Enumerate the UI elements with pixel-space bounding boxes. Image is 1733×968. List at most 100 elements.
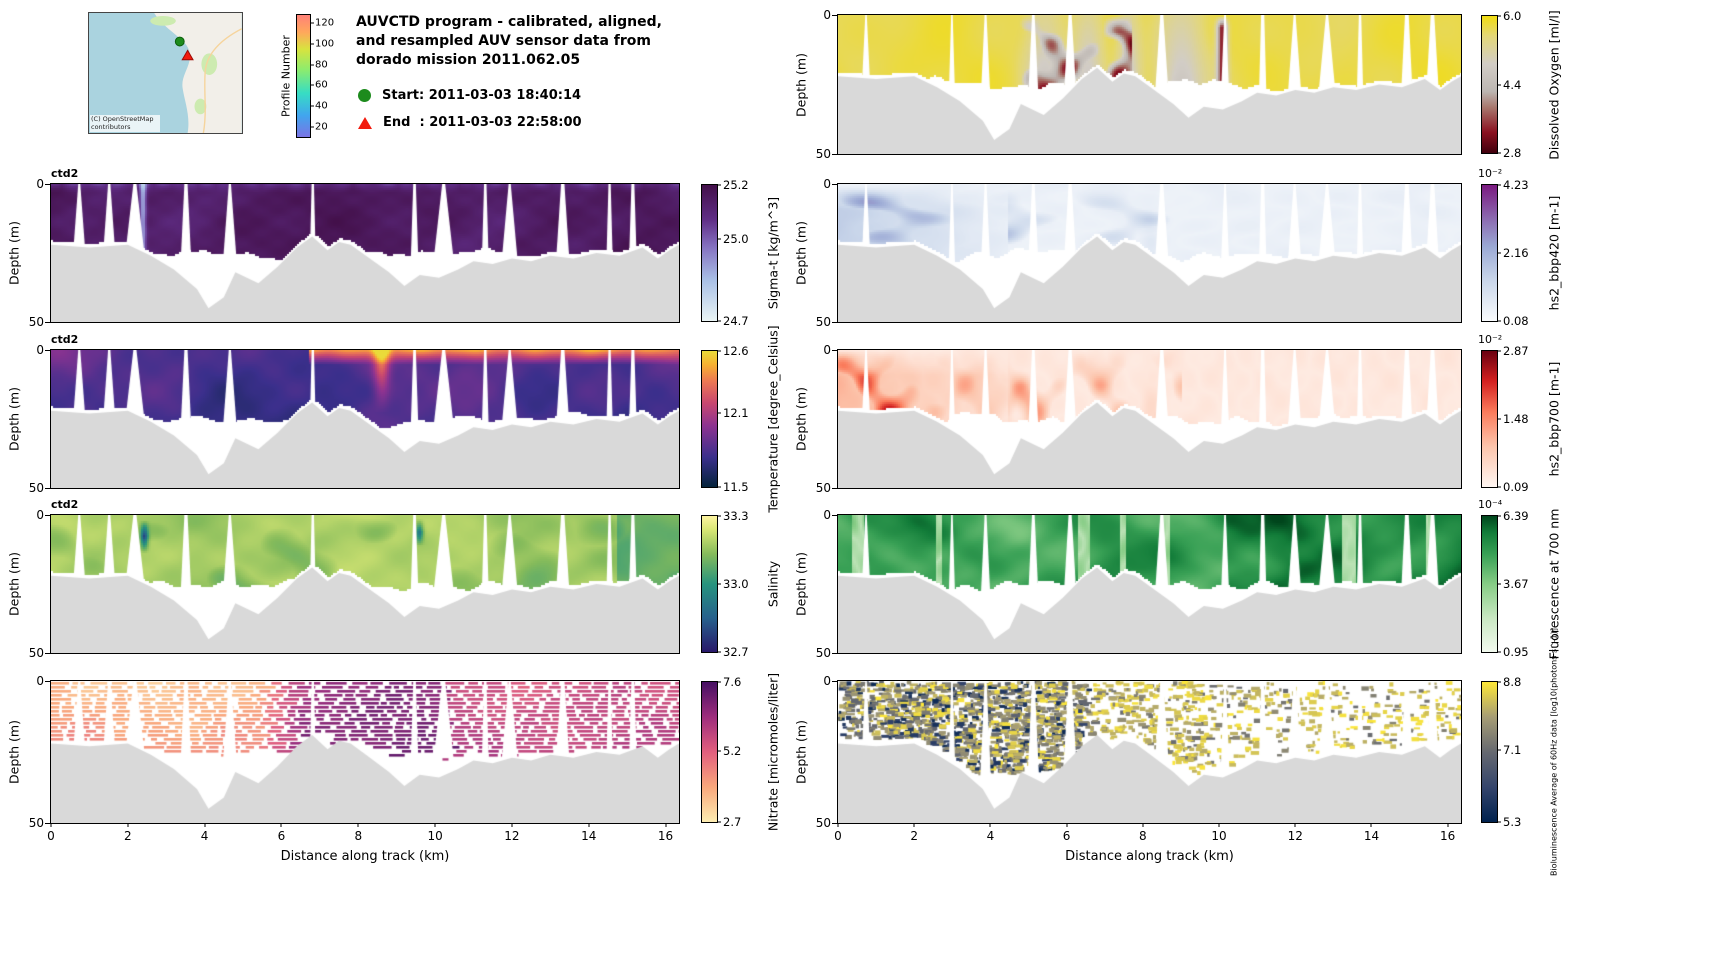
y-tick-mark [832, 154, 837, 155]
start-marker-icon [358, 89, 371, 102]
colorbar-exponent-label: 10⁻² [1478, 333, 1503, 346]
x-tick-label: 14 [581, 829, 597, 843]
map-attribution: (C) OpenStreetMap contributors [90, 115, 160, 132]
colorbar: 32.7 33.0 33.3 [701, 509, 749, 659]
x-tick-mark [665, 823, 667, 827]
colorbar-tick-mark [1497, 184, 1501, 186]
colorbar-tick-label: 5.3 [1503, 815, 1522, 829]
colorbar-tick-label: 4.4 [1503, 77, 1522, 92]
end-label: End : 2011-03-03 22:58:00 [383, 115, 582, 130]
colorbar-tick-mark [717, 320, 721, 322]
x-tick-mark [50, 823, 52, 827]
colorbar-tick-mark [717, 750, 721, 752]
panel-source-label: ctd2 [51, 333, 79, 346]
legend-item-start: Start: 2011-03-03 18:40:14 [358, 88, 582, 103]
colorbar-tick-mark [717, 821, 721, 823]
x-axis-label: Distance along track (km) [1065, 849, 1234, 864]
y-axis-label: Depth (m) [793, 221, 809, 285]
colorbar-tick-label: 80 [315, 59, 328, 71]
x-tick-label: 14 [1363, 829, 1380, 843]
x-tick-mark [1142, 823, 1144, 827]
y-tick-mark [45, 488, 50, 489]
y-tick-mark [832, 823, 837, 824]
y-axis-label: Depth (m) [6, 720, 22, 784]
colorbar-tick-label: 40 [315, 100, 328, 112]
colorbar-tick-label: 3.67 [1503, 577, 1529, 591]
x-tick-mark [511, 823, 513, 827]
colorbar-tick-mark [310, 84, 314, 86]
colorbar: 0.95 3.67 6.39 10⁻⁴ [1478, 498, 1529, 659]
subplot-dissolved-oxygen: Depth (m) 2.8 4.4 6.0 Dissolved Oxygen [ml… [794, 8, 1562, 161]
colorbar-tick-mark [717, 184, 721, 186]
colorbar-tick-mark [1497, 152, 1501, 154]
x-axis-label: Distance along track (km) [280, 849, 450, 864]
y-axis-label: Depth (m) [793, 387, 809, 451]
colorbar-label: hs2_bbp420 [m-1] [1546, 195, 1562, 311]
colorbar-tick-mark [1497, 84, 1501, 85]
colorbar-tick-mark [717, 681, 721, 683]
nitrate-heatmap-canvas [51, 681, 679, 823]
colorbar-tick-label: 1.48 [1503, 412, 1529, 426]
colorbar: 2.7 5.2 7.6 [701, 675, 741, 829]
colorbar-tick-label: 120 [315, 17, 335, 29]
legend: Start: 2011-03-03 18:40:14 End : 2011-03… [358, 88, 582, 142]
colorbar-tick-mark [1497, 252, 1501, 254]
colorbar: 11.5 12.1 12.6 [701, 344, 749, 494]
colorbar-tick-mark [310, 105, 314, 107]
colorbar-tick-mark [1497, 681, 1501, 683]
colorbar-tick-mark [1497, 821, 1501, 823]
colorbar-tick-mark [717, 412, 721, 414]
colorbar-label: Nitrate [micromoles/liter] [765, 672, 781, 832]
y-tick-mark [45, 515, 50, 516]
colorbar-tick-mark [1497, 749, 1501, 751]
x-tick-mark [1370, 823, 1372, 827]
subplot-nitrate: Depth (m) 2.7 5.2 7.6 Nitrate [micromoles/… [7, 673, 781, 864]
colorbar-tick-label: 0.09 [1503, 480, 1529, 494]
y-tick-mark [832, 515, 837, 516]
bioluminescence-scatter-canvas [838, 681, 1461, 823]
x-tick-label: 2 [123, 829, 132, 843]
colorbar-gradient [702, 185, 717, 321]
x-tick-label: 6 [1062, 829, 1071, 843]
x-tick-mark [837, 823, 839, 827]
map-road [202, 28, 242, 133]
colorbar-tick-mark [717, 238, 721, 240]
y-tick-mark [832, 653, 837, 654]
colorbar-gradient [702, 682, 717, 822]
y-tick-label: 0 [823, 674, 831, 688]
profile-number-label: Profile Number [279, 35, 293, 117]
y-tick-label: 50 [28, 481, 44, 495]
colorbar-gradient [1482, 516, 1497, 652]
colorbar-tick-label: 7.1 [1503, 743, 1522, 757]
y-tick-mark [832, 488, 837, 489]
x-tick-mark [989, 823, 991, 827]
profile-number-gradient [297, 15, 310, 137]
colorbar-tick-label: 2.7 [723, 815, 742, 829]
colorbar: 24.7 25.0 25.2 [701, 178, 749, 328]
colorbar-tick-label: 6.0 [1503, 9, 1522, 23]
colorbar-tick-label: 8.8 [1503, 675, 1522, 689]
colorbar-gradient [702, 351, 717, 487]
colorbar-gradient [1482, 682, 1497, 822]
colorbar: 2.8 4.4 6.0 [1481, 9, 1521, 160]
colorbar-tick-mark [1497, 350, 1501, 352]
colorbar-gradient [702, 516, 717, 652]
x-tick-mark [1218, 823, 1220, 827]
colorbar-tick-label: 12.1 [723, 405, 749, 420]
x-tick-label: 2 [910, 829, 919, 843]
colorbar-tick-label: 2.16 [1503, 245, 1529, 260]
y-tick-label: 0 [36, 343, 44, 357]
colorbar-tick-label: 0.95 [1503, 645, 1529, 659]
y-tick-label: 50 [815, 646, 831, 660]
colorbar-label: Sigma-t [kg/m^3] [765, 196, 781, 310]
colorbar-tick-label: 33.0 [723, 577, 749, 591]
y-tick-mark [45, 681, 50, 682]
map-green-area [194, 98, 207, 115]
x-tick-mark [204, 823, 206, 827]
colorbar-label: hs2_bbp700 [m-1] [1546, 361, 1562, 477]
y-tick-label: 0 [823, 177, 831, 191]
colorbar-tick-label: 20 [315, 121, 328, 133]
colorbar-tick-mark [1497, 320, 1501, 322]
colorbar-label: Bioluminescence Average of 60Hz data [lo… [1549, 627, 1559, 877]
hs2-bbp700-heatmap-canvas [838, 350, 1461, 488]
